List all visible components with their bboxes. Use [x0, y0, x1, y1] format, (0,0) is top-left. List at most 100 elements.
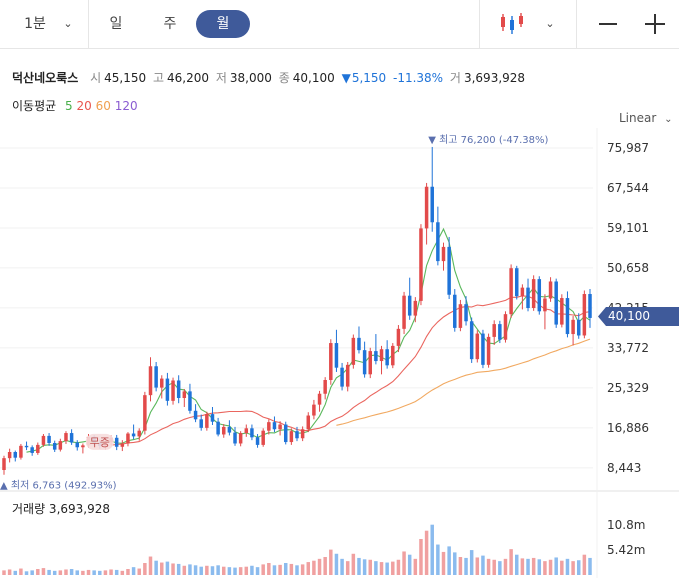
candle-body: [75, 442, 79, 448]
volume-bar: [515, 554, 519, 575]
volume-bar: [340, 558, 344, 575]
candle-body: [13, 452, 18, 458]
candle-body: [396, 328, 401, 346]
candle-body: [81, 445, 85, 448]
stock-name: 덕산네오룩스: [12, 71, 79, 85]
open-label: 시: [90, 71, 102, 85]
tab-day[interactable]: 일: [109, 16, 123, 32]
volume-bar: [131, 567, 136, 575]
candle-body: [41, 435, 46, 445]
volume-bar: [109, 569, 113, 575]
candle-body: [216, 421, 220, 435]
volume-title: 거래량 3,693,928: [12, 502, 111, 516]
volume-bar: [238, 567, 243, 575]
moving-average-legend[interactable]: 이동평균 5 20 60 120: [12, 97, 138, 114]
scale-chevron-icon: ⌄: [664, 114, 673, 125]
volume-bar: [13, 570, 18, 575]
candle-body: [351, 337, 356, 365]
candle-body: [238, 433, 243, 444]
volume-bar: [475, 557, 480, 575]
volume-bar: [278, 564, 282, 575]
candle-body: [126, 433, 130, 444]
volume-bar: [210, 566, 215, 575]
price-summary: 덕산네오룩스 시 45,150 고 46,200 저 38,000 종 40,100 ▼…: [12, 69, 528, 86]
candle-body: [176, 380, 181, 398]
candle-body: [222, 426, 226, 435]
volume-bar: [120, 570, 125, 575]
chart-type-chevron-icon[interactable]: ⌄: [545, 17, 555, 30]
candle-body: [537, 279, 542, 312]
volume-bar: [250, 565, 254, 575]
volume-bar: [283, 563, 288, 575]
plus-icon[interactable]: [645, 14, 665, 34]
candle-body: [255, 437, 260, 445]
volume-bar: [2, 570, 6, 575]
volume-bar: [396, 559, 401, 575]
volume-bar: [75, 570, 79, 575]
candle-body: [52, 443, 57, 450]
volume-bar: [19, 568, 23, 575]
volume-bar: [300, 564, 305, 575]
open-value: 45,150: [104, 71, 147, 85]
candle-body: [503, 314, 508, 340]
candle-body: [565, 298, 570, 335]
toolbar-divider: [479, 0, 480, 48]
volume-bar: [481, 555, 485, 575]
volume-bar: [374, 561, 378, 575]
candle-body: [475, 333, 480, 360]
candle-body: [424, 186, 429, 229]
volume-bar: [588, 557, 592, 575]
candle-body: [193, 410, 198, 420]
candle-body: [498, 324, 502, 340]
minus-icon[interactable]: [599, 23, 617, 25]
candle-body: [114, 437, 119, 447]
candle-body: [160, 378, 164, 388]
candle-body: [306, 415, 311, 430]
candle-body: [329, 343, 333, 380]
volume-bar: [244, 566, 249, 575]
volume-bar: [233, 567, 237, 575]
tab-week[interactable]: 주: [163, 16, 177, 32]
volume-bar: [323, 557, 327, 575]
candle-body: [7, 452, 12, 459]
volume-bar: [368, 559, 372, 575]
volume-bar: [509, 549, 513, 575]
candle-body: [531, 279, 536, 308]
volume-bar: [464, 557, 468, 575]
ma-label: 이동평균: [12, 99, 57, 113]
volume-bar: [272, 565, 277, 575]
candle-body: [278, 424, 282, 430]
volume-bar: [436, 544, 440, 575]
volume-bar: [41, 568, 46, 575]
chevron-down-icon[interactable]: ⌄: [63, 17, 73, 30]
volume-bar: [379, 562, 384, 575]
toolbar-divider: [576, 0, 577, 48]
volume-bar: [413, 558, 418, 575]
tab-month[interactable]: 월: [196, 10, 250, 38]
candlestick-chart-icon[interactable]: [498, 12, 526, 36]
volume-bar: [486, 558, 491, 575]
y-tick-label: 59,101: [607, 221, 649, 235]
close-label: 종: [278, 71, 290, 85]
volume-bar: [571, 561, 575, 575]
scale-mode-selector[interactable]: Linear ⌄: [619, 111, 673, 125]
volume-bar: [52, 570, 57, 575]
candle-body: [509, 268, 513, 315]
change-value: 5,150: [351, 71, 387, 85]
event-badge: 무증: [90, 436, 110, 449]
interval-selector[interactable]: 1분: [24, 16, 46, 32]
volume-bar: [430, 524, 434, 575]
candle-body: [447, 246, 451, 295]
high-label: 고: [152, 71, 164, 85]
volume-bar: [447, 546, 451, 575]
volume-bar: [424, 530, 429, 575]
volume-bar: [7, 569, 12, 575]
low-value: 38,000: [229, 71, 272, 85]
candle-body: [323, 380, 327, 394]
volume-bar: [317, 558, 322, 575]
candle-body: [486, 336, 491, 365]
candle-body: [576, 319, 581, 336]
candle-body: [391, 345, 395, 366]
volume-label: 거: [449, 71, 461, 85]
